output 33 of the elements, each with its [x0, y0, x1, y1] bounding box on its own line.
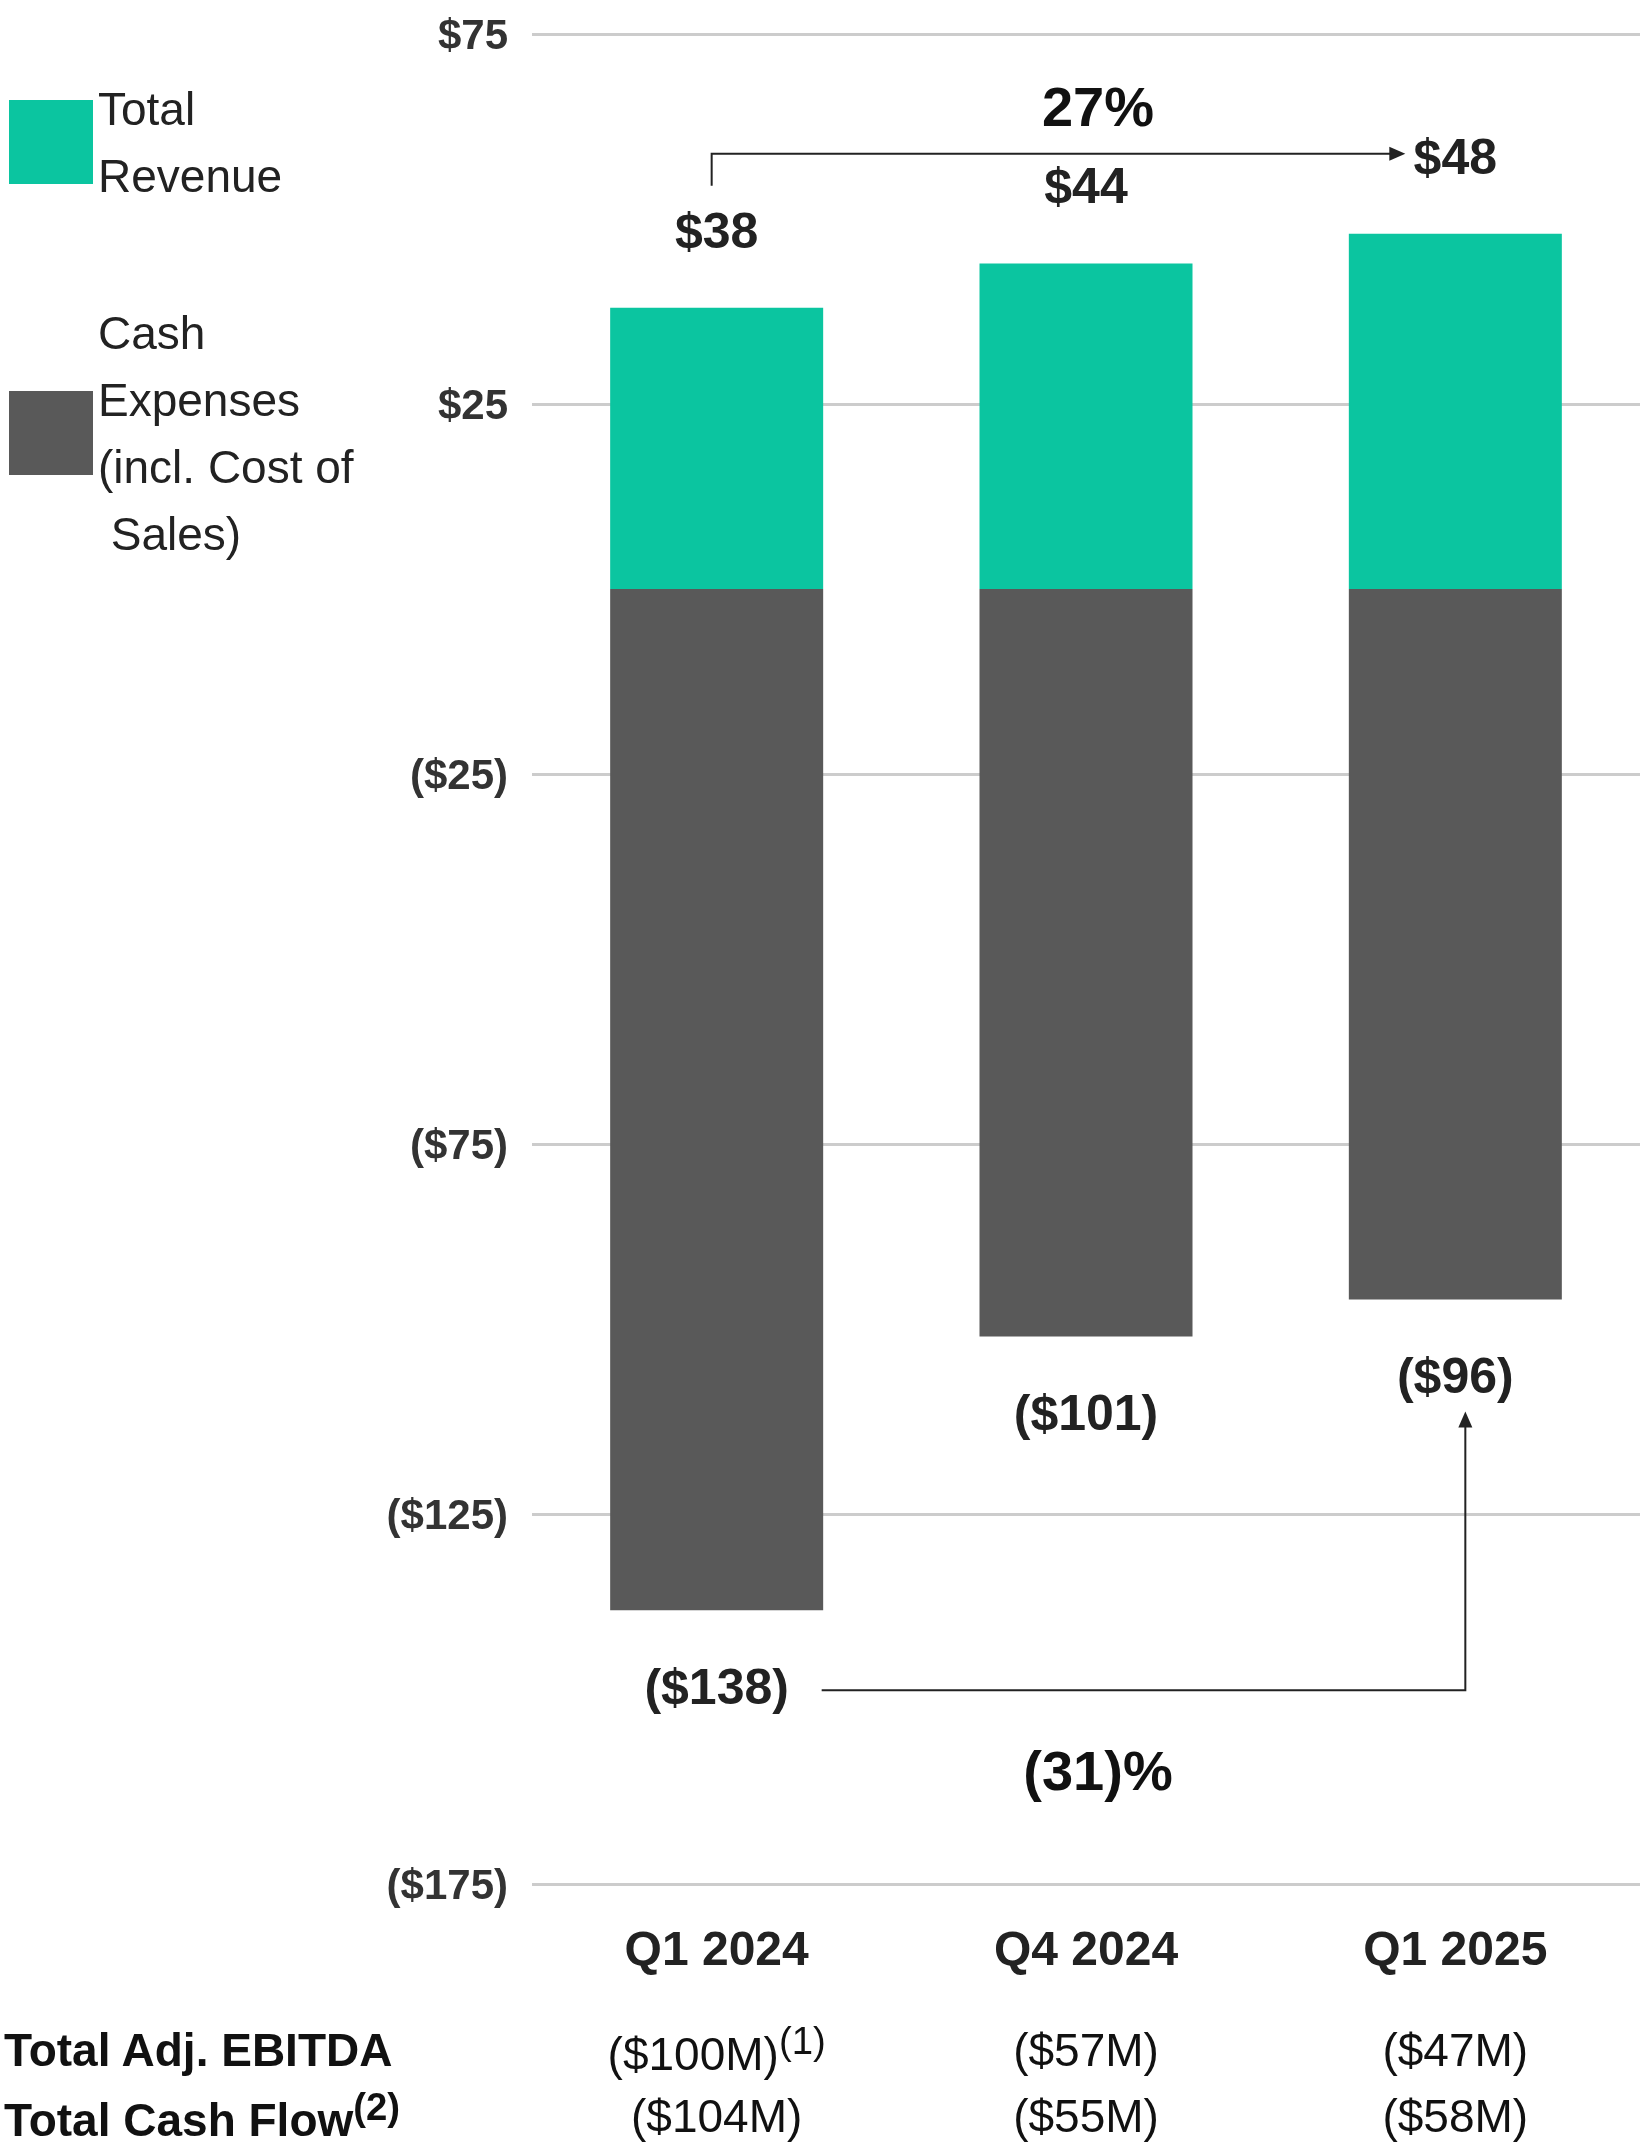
text: ($100M)$^{(1)}$	[607, 2018, 826, 2082]
annotation: (31)%	[1023, 1737, 1173, 1803]
y-tick-label: ($25)	[409, 750, 508, 798]
text: ($104M)	[631, 2089, 803, 2143]
bar	[979, 263, 1193, 589]
x-tick-label: Q1 2024	[624, 1921, 810, 1975]
y-tick-label: $25	[437, 380, 508, 428]
text: Total Cash Flow$^{(2)}$	[4, 2084, 401, 2148]
data-label: $44	[1044, 158, 1128, 215]
bar	[1348, 233, 1562, 589]
y-tick-label: ($125)	[386, 1490, 508, 1538]
data-label: ($138)	[644, 1659, 789, 1716]
text: ($57M)	[1013, 2023, 1159, 2077]
data-label: ($101)	[1013, 1385, 1159, 1442]
x-tick-label: Q1 2025	[1363, 1921, 1548, 1975]
text: ($55M)	[1013, 2089, 1159, 2143]
text: ($58M)	[1382, 2089, 1529, 2143]
y-tick-label: $75	[437, 10, 508, 58]
legend-label: Total Revenue	[98, 82, 283, 202]
text: ($47M)	[1382, 2023, 1529, 2077]
data-label: $38	[674, 202, 759, 259]
bar	[979, 589, 1193, 1337]
legend-label: Cash Expenses (incl. Cost of Sales)	[98, 306, 354, 560]
x-tick-label: Q4 2024	[993, 1921, 1179, 1975]
data-label: ($96)	[1396, 1348, 1514, 1405]
y-tick-label: ($75)	[409, 1120, 508, 1168]
data-label: $48	[1413, 128, 1498, 185]
y-tick-label: ($175)	[386, 1860, 508, 1908]
text: Total Adj. EBITDA	[4, 2023, 393, 2077]
bar	[610, 307, 824, 589]
bar	[610, 589, 824, 1611]
bar	[1348, 589, 1562, 1300]
annotation: 27%	[1041, 73, 1155, 139]
